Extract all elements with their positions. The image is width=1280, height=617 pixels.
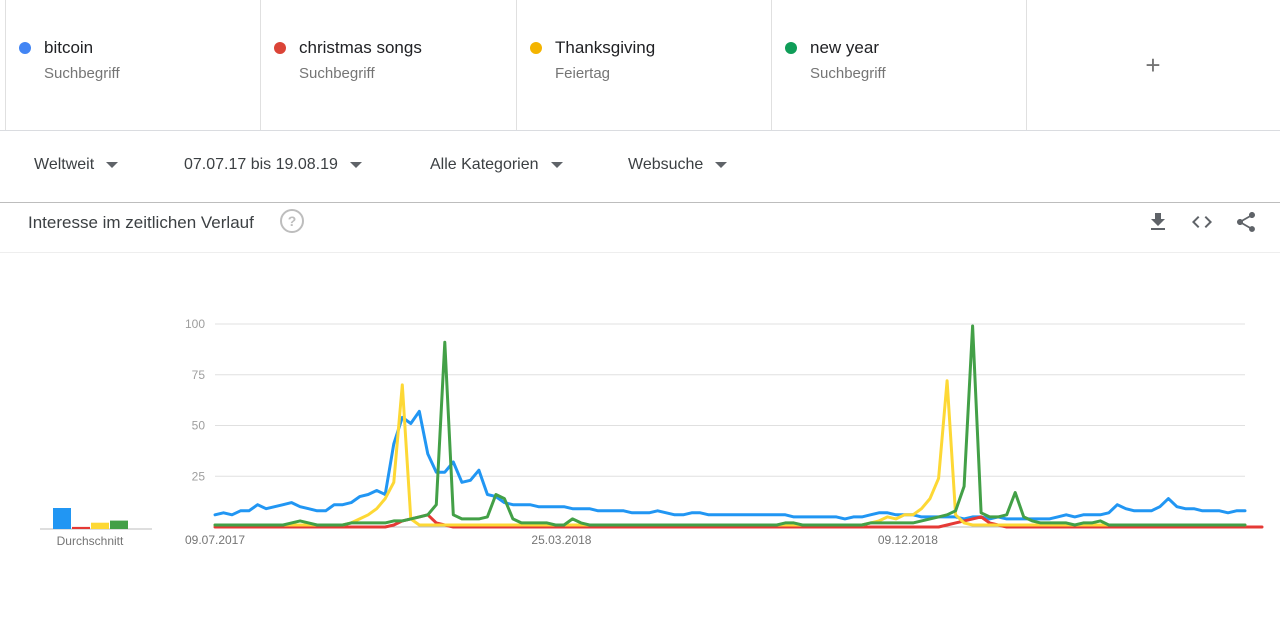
term-card-christmas-songs[interactable]: christmas songs Suchbegriff xyxy=(261,0,517,130)
x-tick-label: 25.03.2018 xyxy=(531,533,591,547)
caret-down-icon xyxy=(550,161,563,168)
term-name[interactable]: Thanksgiving xyxy=(555,38,656,57)
average-label: Durchschnitt xyxy=(57,534,124,548)
caret-down-icon xyxy=(106,161,119,168)
term-type: Suchbegriff xyxy=(810,65,886,82)
term-type: Suchbegriff xyxy=(44,65,120,82)
caret-down-icon xyxy=(715,161,728,168)
y-tick-label: 75 xyxy=(192,368,206,382)
series-line-bitcoin[interactable] xyxy=(213,409,1247,521)
term-card-bitcoin[interactable]: bitcoin Suchbegriff xyxy=(5,0,261,130)
average-bar xyxy=(91,522,109,529)
x-tick-label: 09.12.2018 xyxy=(878,533,938,547)
average-bar xyxy=(53,508,71,529)
term-type: Feiertag xyxy=(555,65,611,82)
y-tick-label: 100 xyxy=(185,317,205,331)
card-title: Interesse im zeitlichen Verlauf xyxy=(28,213,254,232)
comparison-terms-bar: bitcoin Suchbegriff christmas songs Such… xyxy=(0,0,1280,131)
embed-icon[interactable] xyxy=(1190,210,1214,234)
card-header: Interesse im zeitlichen Verlauf ? xyxy=(0,203,1280,253)
average-bar xyxy=(72,526,90,529)
search-type-filter[interactable]: Websuche xyxy=(628,156,728,174)
share-icon[interactable] xyxy=(1234,210,1258,234)
filters-bar: Weltweit 07.07.17 bis 19.08.19 Alle Kate… xyxy=(0,131,1280,203)
term-card-thanksgiving[interactable]: Thanksgiving Feiertag xyxy=(517,0,772,130)
search-type-filter-label: Websuche xyxy=(628,156,704,173)
date-range-filter-label: 07.07.17 bis 19.08.19 xyxy=(184,156,338,173)
series-color-dot xyxy=(274,42,286,54)
chart-svg: 25 50 75 100 09.07.2017 25.03.2018 09.12.2018 D… xyxy=(40,317,1264,548)
series-line-thanksgiving[interactable] xyxy=(213,379,1247,527)
add-term-button[interactable]: + xyxy=(1145,49,1161,80)
series-color-dot xyxy=(785,42,797,54)
caret-down-icon xyxy=(349,161,362,168)
series-line-new-year[interactable] xyxy=(213,324,1247,527)
help-icon[interactable]: ? xyxy=(280,209,304,233)
y-tick-label: 50 xyxy=(192,419,206,433)
interest-over-time-chart: 25 50 75 100 09.07.2017 25.03.2018 09.12.2018 D… xyxy=(0,253,1280,612)
term-name[interactable]: new year xyxy=(810,38,879,57)
category-filter-label: Alle Kategorien xyxy=(430,156,539,173)
x-tick-label: 09.07.2017 xyxy=(185,533,245,547)
y-tick-label: 25 xyxy=(192,469,206,483)
category-filter[interactable]: Alle Kategorien xyxy=(430,156,563,174)
series-color-dot xyxy=(19,42,31,54)
region-filter-label: Weltweit xyxy=(34,156,95,173)
date-range-filter[interactable]: 07.07.17 bis 19.08.19 xyxy=(184,156,362,174)
download-icon[interactable] xyxy=(1146,210,1170,234)
term-type: Suchbegriff xyxy=(299,65,375,82)
series-line-christmas-songs[interactable] xyxy=(213,513,1264,529)
series-color-dot xyxy=(530,42,542,54)
region-filter[interactable]: Weltweit xyxy=(34,156,119,174)
term-name[interactable]: christmas songs xyxy=(299,38,422,57)
average-bar xyxy=(110,520,128,529)
term-name[interactable]: bitcoin xyxy=(44,38,94,57)
term-card-new-year[interactable]: new year Suchbegriff xyxy=(772,0,1027,130)
